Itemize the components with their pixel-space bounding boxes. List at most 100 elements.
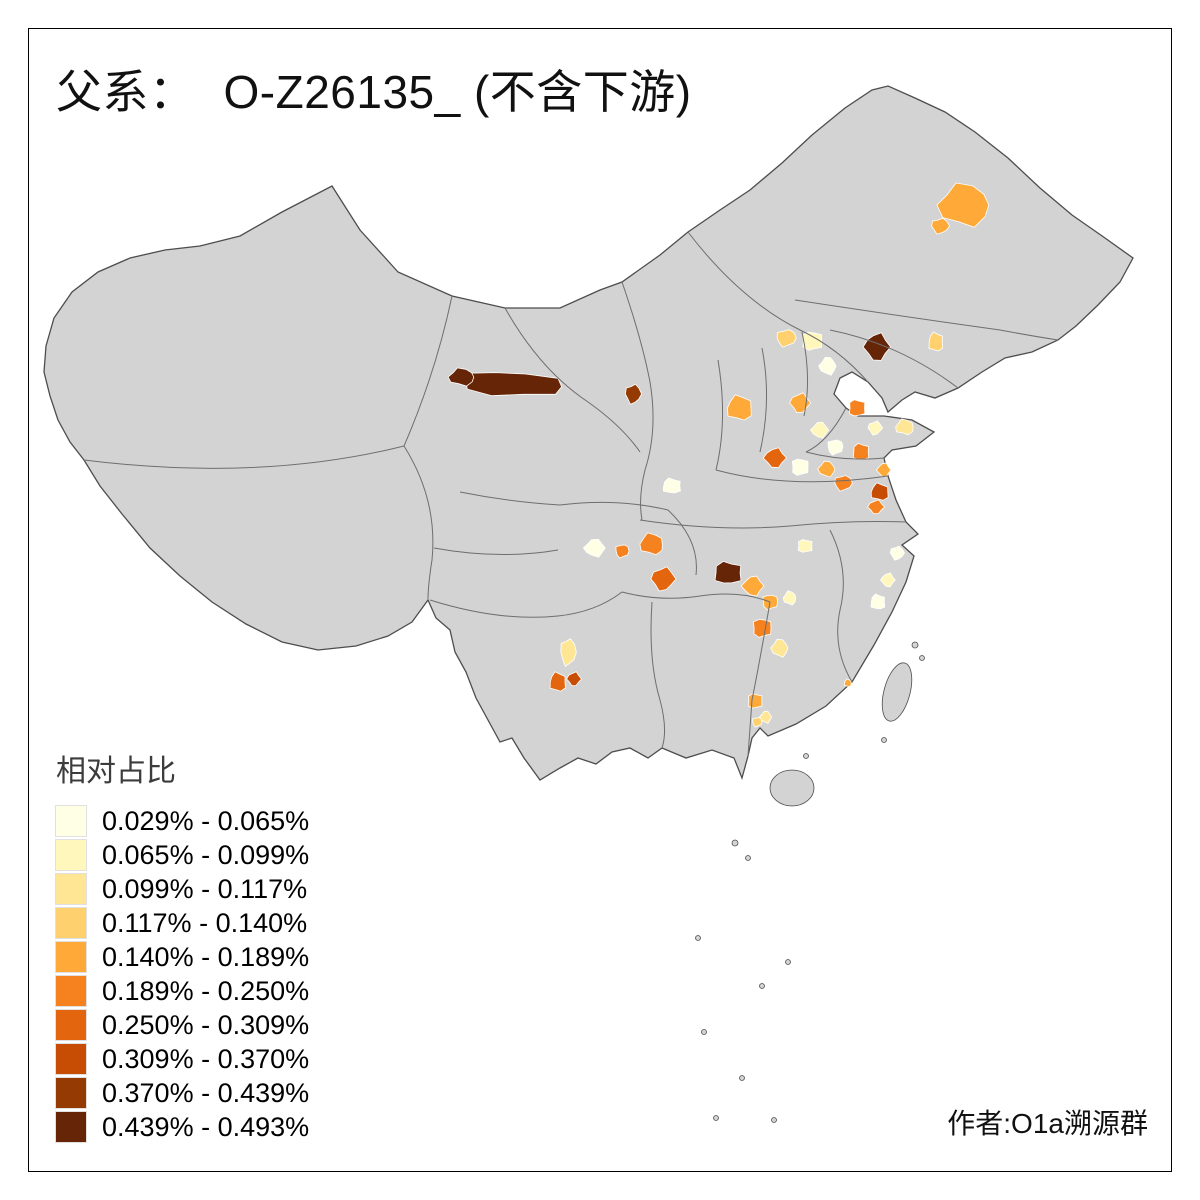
- map-region: [752, 618, 772, 638]
- map-region: [870, 482, 889, 501]
- legend-label: 0.117% - 0.140%: [102, 907, 308, 938]
- map-region: [809, 421, 830, 439]
- legend-label: 0.309% - 0.370%: [102, 1043, 310, 1074]
- legend-item: 0.250% - 0.309%: [55, 1008, 309, 1042]
- map-region: [714, 560, 742, 584]
- small-island: [739, 1075, 745, 1081]
- legend-swatch: [55, 1009, 87, 1041]
- small-island: [771, 1117, 777, 1123]
- map-region: [740, 575, 765, 597]
- legend-swatch: [55, 975, 87, 1007]
- legend-label: 0.370% - 0.439%: [102, 1077, 310, 1108]
- title-haplogroup: O-Z26135_ (不含下游): [223, 66, 692, 118]
- legend-swatch: [55, 1043, 87, 1075]
- taiwan-island: [881, 662, 913, 722]
- small-island: [701, 1029, 707, 1035]
- legend-label: 0.099% - 0.117%: [102, 873, 308, 904]
- map-region: [752, 717, 763, 728]
- legend: 相对占比 0.029% - 0.065% 0.065% - 0.099% 0.099…: [55, 746, 310, 1144]
- legend-swatch: [55, 1111, 87, 1143]
- map-region: [549, 671, 566, 692]
- map-region: [889, 545, 905, 561]
- china-mainland: [43, 85, 1134, 781]
- legend-label: 0.189% - 0.250%: [102, 975, 310, 1006]
- province-borders: [83, 231, 1059, 757]
- map-region: [928, 331, 944, 352]
- map-region: [862, 332, 892, 361]
- legend-swatch: [55, 873, 87, 905]
- map-region: [843, 678, 852, 688]
- small-island: [695, 935, 701, 941]
- map-region: [776, 329, 797, 348]
- map-region: [759, 710, 773, 724]
- small-island: [881, 737, 887, 743]
- figure-border: [28, 28, 1172, 1172]
- map-region: [615, 544, 630, 559]
- map-region: [867, 420, 884, 436]
- map-region: [817, 460, 836, 478]
- islands: [695, 641, 925, 1123]
- legend-item: 0.099% - 0.117%: [55, 872, 309, 906]
- legend-label: 0.065% - 0.099%: [102, 839, 310, 870]
- small-island: [713, 1115, 719, 1121]
- map-region: [782, 590, 797, 606]
- map-region: [560, 638, 577, 668]
- map-region: [791, 458, 809, 476]
- map-region: [662, 477, 681, 494]
- map-region: [848, 399, 866, 417]
- legend-item: 0.309% - 0.370%: [55, 1042, 310, 1076]
- map-region: [582, 538, 606, 558]
- map-region: [650, 566, 677, 592]
- legend-item: 0.117% - 0.140%: [55, 906, 309, 940]
- map-region: [747, 693, 763, 709]
- small-island: [731, 839, 739, 847]
- legend-item: 0.189% - 0.250%: [55, 974, 310, 1008]
- legend-title: 相对占比: [56, 755, 176, 788]
- legend-item: 0.140% - 0.189%: [55, 940, 310, 974]
- small-island: [919, 655, 925, 661]
- map-region: [867, 499, 886, 515]
- map-region: [727, 394, 752, 421]
- figure-title: 父系： O-Z26135_ (不含下游): [56, 56, 692, 122]
- legend-swatch: [55, 941, 87, 973]
- map-region: [802, 331, 823, 351]
- map-region: [870, 593, 886, 610]
- hainan-island: [769, 769, 815, 807]
- colored-regions: [447, 182, 990, 728]
- legend-items: 0.029% - 0.065% 0.065% - 0.099% 0.099% - 0…: [55, 804, 310, 1144]
- legend-swatch: [55, 839, 87, 871]
- map-region: [762, 447, 788, 469]
- map-region: [639, 532, 663, 556]
- legend-item: 0.370% - 0.439%: [55, 1076, 310, 1110]
- map-region: [895, 418, 914, 436]
- map-region: [936, 182, 990, 228]
- legend-item: 0.029% - 0.065%: [55, 804, 310, 838]
- legend-swatch: [55, 907, 87, 939]
- attribution: 作者:O1a溯源群: [947, 1108, 1148, 1139]
- map-region: [624, 383, 643, 405]
- legend-swatch: [55, 805, 87, 837]
- legend-label: 0.140% - 0.189%: [102, 941, 310, 972]
- map-region: [834, 475, 853, 492]
- map-region: [770, 638, 789, 658]
- legend-swatch: [55, 1077, 87, 1109]
- map-region: [566, 671, 583, 687]
- map-region: [818, 356, 837, 376]
- map-region: [797, 539, 813, 553]
- title-prefix: 父系：: [56, 66, 196, 118]
- map-region: [879, 572, 896, 588]
- legend-item: 0.439% - 0.493%: [55, 1110, 310, 1144]
- map-region: [852, 442, 870, 460]
- small-island: [911, 641, 919, 649]
- small-island: [759, 983, 765, 989]
- legend-item: 0.065% - 0.099%: [55, 838, 310, 872]
- small-island: [785, 959, 791, 965]
- legend-label: 0.029% - 0.065%: [102, 805, 310, 836]
- map-region: [447, 367, 475, 387]
- small-island: [803, 753, 809, 759]
- map-region: [827, 439, 844, 456]
- small-island: [745, 855, 751, 861]
- map-region: [931, 217, 951, 235]
- legend-label: 0.439% - 0.493%: [102, 1111, 310, 1142]
